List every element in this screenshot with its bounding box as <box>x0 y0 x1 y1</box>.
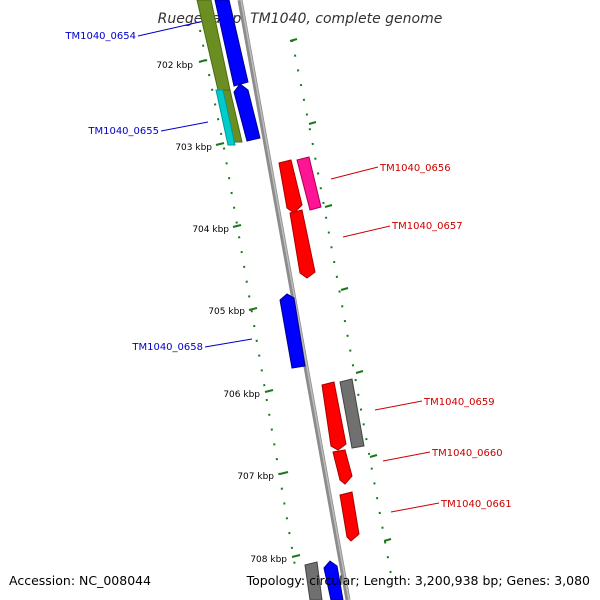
feature-cyan-0655[interactable] <box>215 89 236 146</box>
tick-mark-right-706 <box>355 370 364 374</box>
gene-labels: TM1040_0654 TM1040_0655 TM1040_0656 TM10… <box>64 31 511 510</box>
feature-blue-0658[interactable] <box>279 293 306 369</box>
tick-mark-right-708 <box>383 538 392 542</box>
gene-features <box>196 0 365 600</box>
tick-mark-right-705 <box>340 287 349 291</box>
tick-mark-706 <box>264 389 274 393</box>
feature-red-0660[interactable] <box>332 449 353 485</box>
scale-ticks <box>198 38 392 558</box>
leader-0660 <box>382 451 431 462</box>
feature-red-0659[interactable] <box>321 381 347 451</box>
tick-label-702: 702 kbp <box>156 61 193 71</box>
tick-label-706: 706 kbp <box>223 390 260 400</box>
tick-mark-708 <box>291 554 301 558</box>
feature-red-0656[interactable] <box>278 159 303 214</box>
gene-label-0657[interactable]: TM1040_0657 <box>391 221 463 232</box>
tick-label-704: 704 kbp <box>192 225 229 235</box>
tick-label-708: 708 kbp <box>250 555 287 565</box>
topology-text: Topology: circular; Length: 3,200,938 bp… <box>246 573 590 588</box>
gene-label-0661[interactable]: TM1040_0661 <box>440 499 512 510</box>
leader-0654 <box>137 20 205 37</box>
tick-label-705: 705 kbp <box>208 307 245 317</box>
gene-label-0660[interactable]: TM1040_0660 <box>431 448 503 459</box>
tick-mark-707 <box>279 471 289 475</box>
feature-blue-0655b[interactable] <box>233 83 261 142</box>
leader-0656 <box>330 166 379 180</box>
leader-0658 <box>204 338 253 348</box>
tick-mark-right-704 <box>324 204 333 208</box>
feature-gray[interactable] <box>339 378 365 449</box>
gene-label-0658[interactable]: TM1040_0658 <box>131 342 203 353</box>
genome-backbone-highlight <box>240 0 350 600</box>
outer-left-dotted-ring <box>199 29 297 573</box>
gene-label-0656[interactable]: TM1040_0656 <box>379 163 451 174</box>
tick-mark-right-707 <box>369 454 378 458</box>
tick-label-703: 703 kbp <box>175 143 212 153</box>
accession-text: Accession: NC_008044 <box>9 573 152 588</box>
tick-rings <box>199 29 393 581</box>
feature-blue-0654[interactable] <box>214 0 249 87</box>
gene-label-0659[interactable]: TM1040_0659 <box>423 397 495 408</box>
leader-0655 <box>160 121 209 132</box>
gene-label-0655[interactable]: TM1040_0655 <box>87 126 159 137</box>
gene-label-0654[interactable]: TM1040_0654 <box>64 31 136 42</box>
feature-red-0661[interactable] <box>339 491 360 542</box>
tick-mark-705 <box>248 307 258 311</box>
tick-mark-704 <box>232 224 242 228</box>
tick-mark-right-703 <box>308 121 317 125</box>
tick-labels: 702 kbp 703 kbp 704 kbp 705 kbp 706 kbp … <box>156 61 287 565</box>
tick-label-707: 707 kbp <box>237 472 274 482</box>
feature-gray-bottom[interactable] <box>304 561 323 600</box>
feature-blue-bottom[interactable] <box>323 560 344 600</box>
feature-red-0657[interactable] <box>289 209 316 279</box>
leader-0659 <box>374 400 423 411</box>
tick-mark-right-702 <box>289 38 298 42</box>
leader-0657 <box>342 225 391 238</box>
leader-0661 <box>390 502 440 513</box>
tick-mark-702 <box>198 59 207 63</box>
label-leaders <box>137 20 440 513</box>
tick-mark-703 <box>215 142 225 146</box>
feature-magenta[interactable] <box>296 156 322 211</box>
